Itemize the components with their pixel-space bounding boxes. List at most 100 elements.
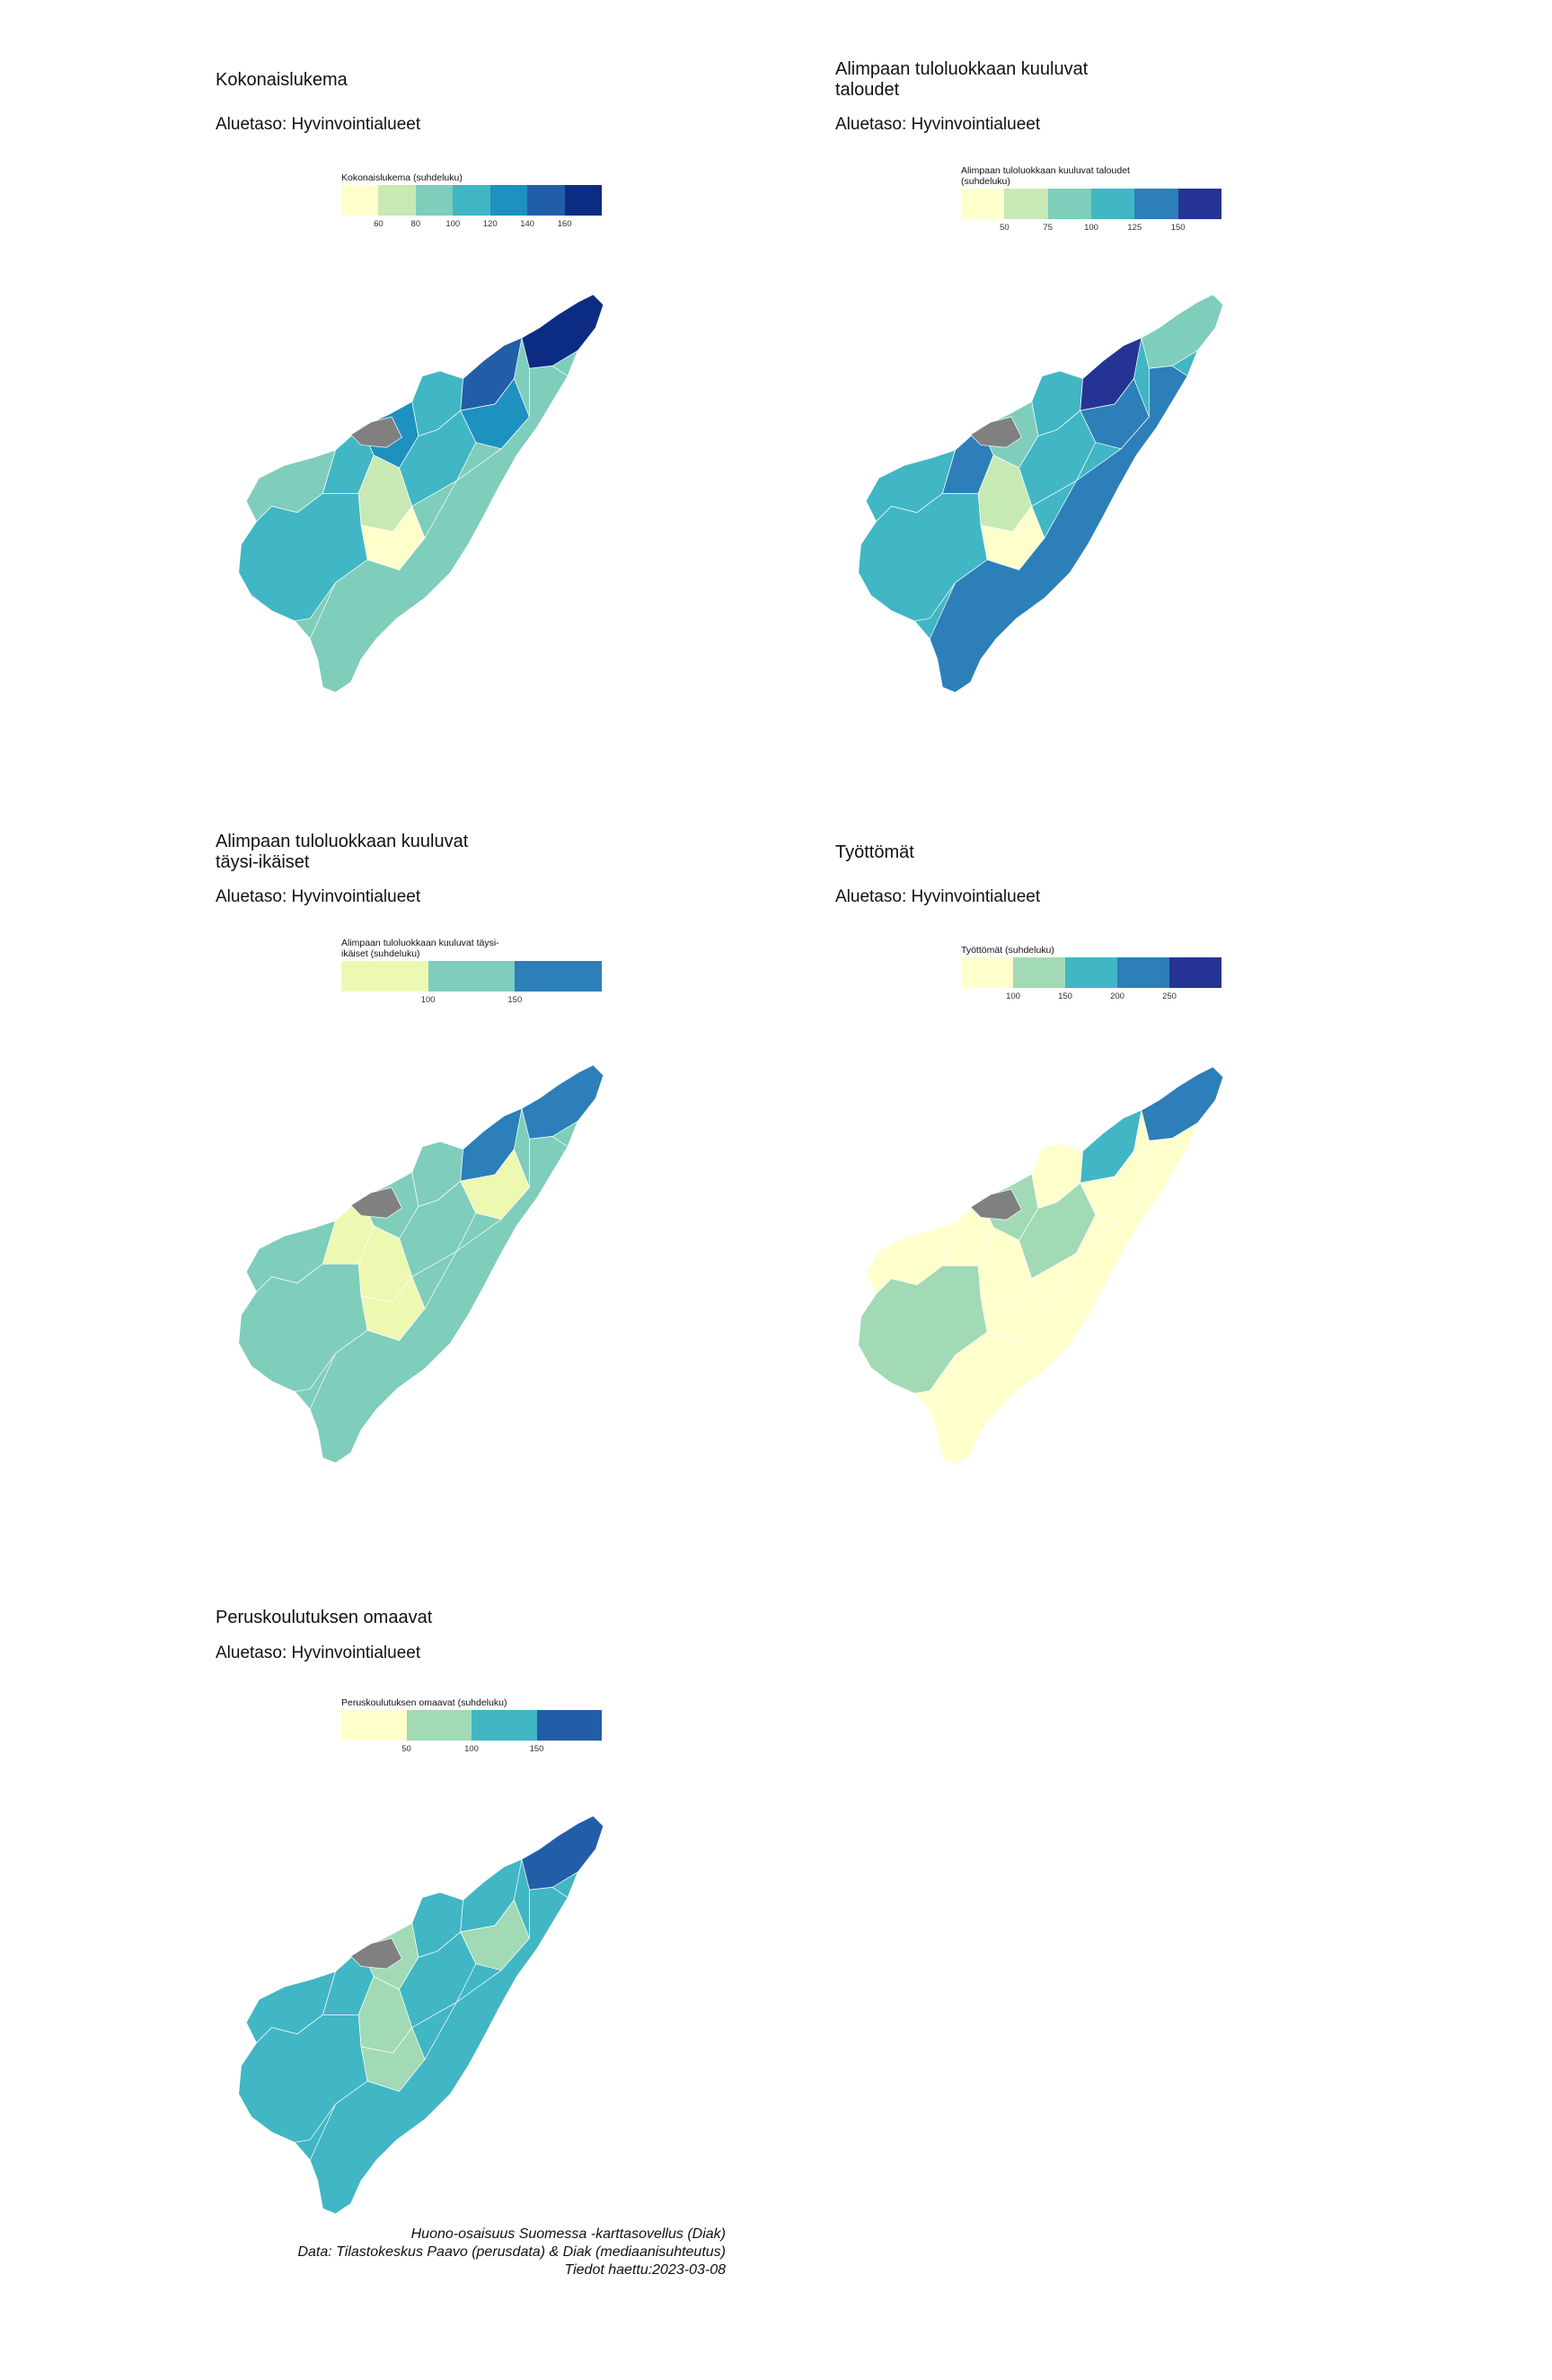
panel-subtitle: Aluetaso: Hyvinvointialueet [216, 887, 421, 906]
panel-subtitle: Aluetaso: Hyvinvointialueet [216, 115, 421, 134]
legend-swatch [1065, 957, 1117, 988]
legend-tick-label: 100 [420, 995, 436, 1005]
legend-tick-label: 50 [401, 1744, 411, 1754]
map-panel-peruskoulutus: Peruskoulutuksen omaavat Aluetaso: Hyvin… [216, 1608, 898, 2380]
legend-swatch [415, 185, 454, 216]
legend-swatch [428, 961, 516, 992]
legend-swatch [341, 1710, 407, 1741]
panel-title: Työttömät [835, 842, 914, 862]
panel-subtitle: Aluetaso: Hyvinvointialueet [216, 1644, 421, 1662]
source-caption: Huono-osaisuus Suomessa -karttasovellus … [187, 2226, 726, 2279]
legend-swatch [1090, 189, 1135, 219]
legend-tick-label: 60 [374, 219, 384, 229]
legend-tick-label: 150 [1170, 223, 1186, 233]
legend-color-bar [341, 185, 602, 216]
legend-swatch [1117, 957, 1169, 988]
legend: Peruskoulutuksen omaavat (suhdeluku) 50 1… [341, 1697, 602, 1754]
legend-tick-label: 150 [507, 995, 523, 1005]
legend-tick-label: 80 [410, 219, 421, 229]
legend-swatch [378, 185, 416, 216]
choropleth-map [238, 1064, 604, 1464]
map-region [521, 1064, 604, 1140]
legend: Kokonaislukema (suhdeluku) 60 80 100 120 140… [341, 172, 602, 229]
legend-swatch [515, 961, 603, 992]
legend-title: Alimpaan tuloluokkaan kuuluvat täysi-ikä… [341, 938, 499, 959]
map-region [1018, 410, 1097, 507]
legend-swatch [1004, 189, 1048, 219]
legend-tick-label: 100 [1006, 992, 1020, 1001]
legend-title: Kokonaislukema (suhdeluku) [341, 172, 463, 183]
choropleth-map [238, 294, 604, 693]
legend-tick-label: 150 [529, 1744, 544, 1754]
legend-swatch [489, 185, 528, 216]
map-region [929, 366, 1188, 693]
legend-color-bar [341, 1710, 602, 1741]
map-region-missing [970, 1188, 1022, 1221]
legend: Alimpaan tuloluokkaan kuuluvat taloudet … [961, 165, 1221, 233]
legend-swatch [1134, 189, 1178, 219]
legend-title: Peruskoulutuksen omaavat (suhdeluku) [341, 1697, 507, 1708]
panel-title: Kokonaislukema [216, 70, 348, 90]
legend-swatch [1047, 189, 1091, 219]
legend-swatch [1169, 957, 1221, 988]
legend-swatch [341, 961, 428, 992]
legend-ticks: 100 150 200 250 [961, 988, 1221, 1001]
legend-swatch [406, 1710, 472, 1741]
legend-ticks: 50 75 100 125 150 [961, 219, 1221, 233]
map-region-missing [350, 1937, 402, 1970]
map-panel-alimpaan-taloudet: Alimpaan tuloluokkaan kuuluvat taloudet … [835, 59, 1518, 832]
caption-retrieved-date: Tiedot haettu:2023-03-08 [564, 2262, 726, 2278]
legend-swatch [1177, 189, 1221, 219]
legend-tick-label: 150 [1058, 992, 1072, 1001]
legend-swatch [961, 957, 1013, 988]
legend-tick-label: 120 [482, 219, 498, 229]
map-region [399, 1180, 477, 1278]
caption-data-source: Data: Tilastokeskus Paavo (perusdata) & … [297, 2244, 726, 2260]
map-region [521, 1815, 604, 1891]
panel-title: Alimpaan tuloluokkaan kuuluvat täysi-ikä… [216, 832, 469, 872]
legend-swatch [453, 185, 490, 216]
legend-tick-label: 200 [1110, 992, 1124, 1001]
map-region [309, 1136, 569, 1464]
panel-title: Alimpaan tuloluokkaan kuuluvat taloudet [835, 59, 1089, 100]
legend-swatch [564, 185, 602, 216]
legend-swatch [527, 185, 565, 216]
panel-title: Peruskoulutuksen omaavat [216, 1608, 433, 1627]
legend-tick-label: 100 [464, 1744, 479, 1754]
map-region [399, 1931, 477, 2029]
legend-swatch [961, 189, 1005, 219]
legend-title: Työttömät (suhdeluku) [961, 945, 1054, 956]
legend: Työttömät (suhdeluku) 100 150 200 250 [961, 945, 1221, 1001]
choropleth-map [858, 294, 1224, 693]
legend-tick-label: 100 [1084, 223, 1098, 233]
legend-ticks: 50 100 150 [341, 1741, 602, 1754]
choropleth-map [858, 1066, 1224, 1466]
legend-tick-label: 50 [1000, 223, 1010, 233]
legend-tick-label: 125 [1127, 223, 1142, 233]
caption-app-name: Huono-osaisuus Suomessa -karttasovellus … [410, 2226, 726, 2242]
map-panel-kokonaislukema: Kokonaislukema Aluetaso: Hyvinvointialue… [216, 70, 898, 842]
legend-swatch [472, 1710, 537, 1741]
legend-ticks: 100 150 [341, 992, 602, 1005]
legend: Alimpaan tuloluokkaan kuuluvat täysi-ikä… [341, 938, 603, 1005]
map-region-missing [970, 416, 1022, 448]
map-region-missing [350, 1186, 402, 1219]
map-panel-tyottomat: Työttömät Aluetaso: Hyvinvointialueet Ty… [835, 842, 1518, 1615]
legend-ticks: 60 80 100 120 140 160 [341, 216, 602, 229]
legend-tick-label: 100 [445, 219, 461, 229]
legend-color-bar [961, 957, 1221, 988]
map-region [399, 410, 477, 507]
panel-subtitle: Aluetaso: Hyvinvointialueet [835, 115, 1041, 134]
legend-swatch [536, 1710, 602, 1741]
legend-color-bar [961, 189, 1221, 219]
legend-tick-label: 75 [1043, 223, 1053, 233]
legend-swatch [1013, 957, 1065, 988]
map-region [1141, 294, 1224, 369]
map-region [309, 1887, 569, 2215]
map-region [309, 366, 569, 693]
panel-subtitle: Aluetaso: Hyvinvointialueet [835, 887, 1041, 906]
choropleth-map [238, 1815, 604, 2215]
map-region [1018, 1182, 1097, 1280]
legend-tick-label: 160 [557, 219, 572, 229]
legend-color-bar [341, 961, 603, 992]
